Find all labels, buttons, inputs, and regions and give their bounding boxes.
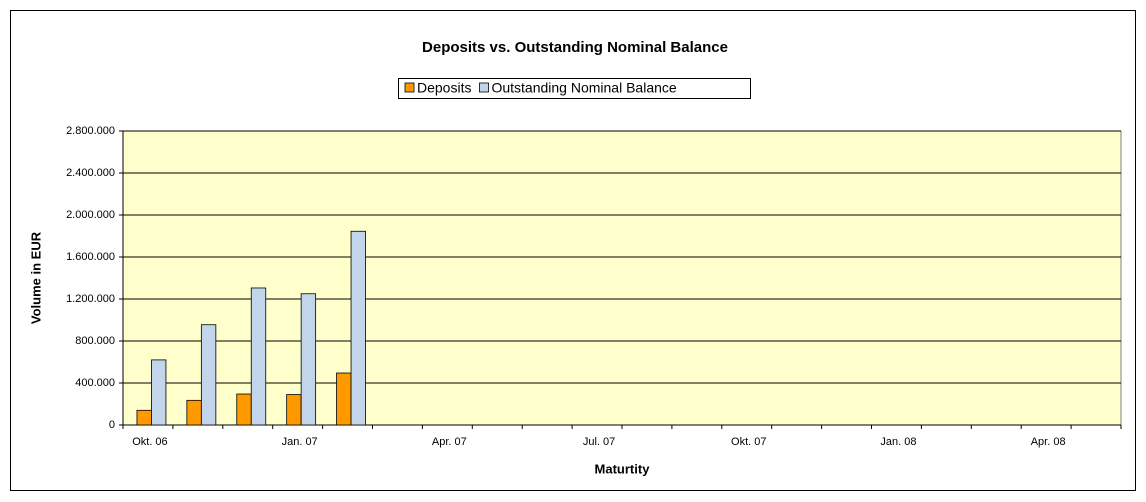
bar	[236, 393, 252, 426]
plot-area	[122, 130, 1122, 426]
y-tick-label: 400.000	[75, 377, 115, 389]
chart-title: Deposits vs. Outstanding Nominal Balance	[422, 39, 728, 56]
bar	[286, 394, 302, 426]
legend-label: Outstanding Nominal Balance	[491, 80, 676, 96]
y-tick-label: 2.000.000	[66, 209, 115, 221]
y-tick-label: 1.200.000	[66, 293, 115, 305]
y-tick-label: 2.400.000	[66, 167, 115, 179]
legend-label: Deposits	[417, 80, 471, 96]
bar	[136, 409, 152, 426]
y-tick-label: 2.800.000	[66, 125, 115, 137]
bar	[300, 293, 317, 426]
y-axis-label: Volume in EUR	[28, 231, 43, 324]
y-tick-label: 0	[109, 419, 115, 431]
x-tick-label: Jan. 08	[880, 436, 916, 448]
x-tick-label: Apr. 08	[1031, 436, 1066, 448]
bar	[186, 399, 202, 426]
x-axis-label: Maturtity	[595, 461, 651, 476]
x-tick-label: Okt. 06	[132, 436, 167, 448]
bar	[250, 287, 267, 426]
x-tick-label: Okt. 07	[731, 436, 766, 448]
bar	[350, 230, 366, 426]
y-tick-label: 1.600.000	[66, 251, 115, 263]
bar	[336, 372, 352, 426]
bar	[200, 324, 217, 426]
x-tick-label: Apr. 07	[432, 436, 467, 448]
legend-swatch	[404, 82, 415, 93]
x-tick-label: Jul. 07	[583, 436, 615, 448]
y-tick-label: 800.000	[75, 335, 115, 347]
legend-swatch	[479, 82, 489, 93]
bar	[151, 359, 167, 426]
x-tick-label: Jan. 07	[282, 436, 318, 448]
